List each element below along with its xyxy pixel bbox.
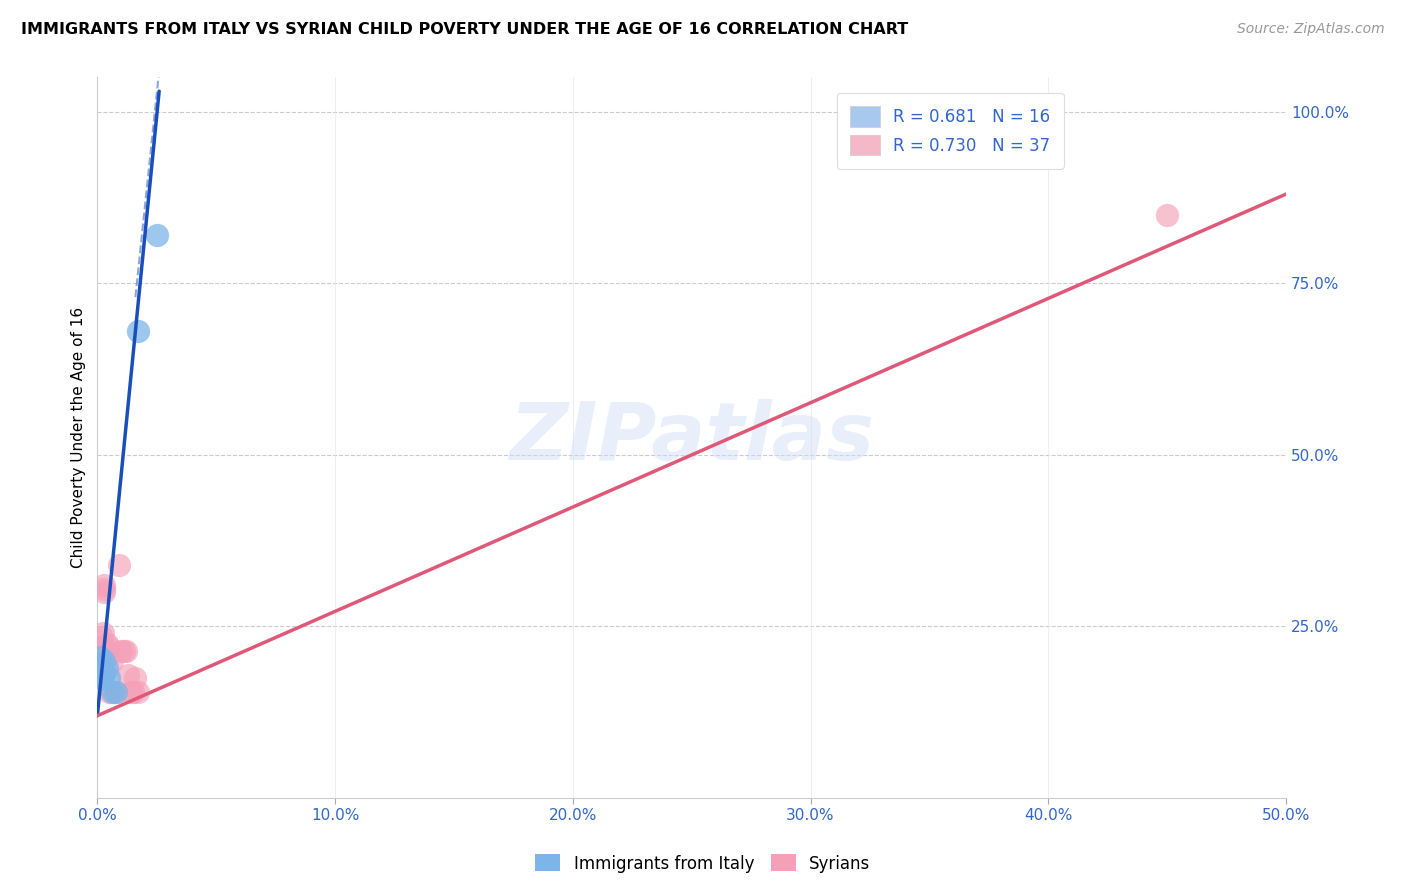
Point [1156, 208, 1178, 222]
Point [87, 654, 110, 668]
Point [89, 650, 111, 665]
Point [89, 654, 111, 668]
Point [105, 684, 128, 698]
Point [117, 667, 139, 681]
Point [100, 654, 122, 668]
Point [87, 657, 110, 672]
Point [93, 654, 115, 668]
Point [89, 667, 111, 681]
Point [90, 664, 112, 678]
Point [98, 671, 121, 685]
Point [98, 640, 121, 654]
Text: IMMIGRANTS FROM ITALY VS SYRIAN CHILD POVERTY UNDER THE AGE OF 16 CORRELATION CH: IMMIGRANTS FROM ITALY VS SYRIAN CHILD PO… [21, 22, 908, 37]
Point [91, 657, 114, 672]
Point [90, 654, 112, 668]
Point [93, 578, 115, 592]
Point [146, 228, 169, 243]
Point [89, 664, 111, 678]
Text: Source: ZipAtlas.com: Source: ZipAtlas.com [1237, 22, 1385, 37]
Point [96, 661, 118, 675]
Point [127, 324, 149, 338]
Point [103, 684, 125, 698]
Legend: Immigrants from Italy, Syrians: Immigrants from Italy, Syrians [529, 847, 877, 880]
Point [96, 637, 118, 651]
Point [93, 582, 115, 596]
Point [115, 643, 138, 657]
Point [89, 647, 111, 661]
Text: ZIPatlas: ZIPatlas [509, 399, 875, 476]
Point [98, 684, 121, 698]
Point [87, 667, 110, 681]
Point [91, 630, 114, 644]
Point [100, 684, 122, 698]
Point [96, 643, 118, 657]
Point [87, 661, 110, 675]
Point [98, 647, 121, 661]
Point [122, 684, 145, 698]
Point [91, 626, 114, 640]
Point [124, 671, 146, 685]
Point [107, 558, 129, 572]
Point [112, 643, 135, 657]
Point [91, 667, 114, 681]
Point [94, 643, 117, 657]
Point [90, 671, 112, 685]
Point [91, 643, 114, 657]
Point [105, 684, 128, 698]
Point [90, 664, 112, 678]
Point [91, 664, 114, 678]
Point [87, 657, 110, 672]
Legend: R = 0.681   N = 16, R = 0.730   N = 37: R = 0.681 N = 16, R = 0.730 N = 37 [837, 93, 1064, 169]
Point [127, 684, 149, 698]
Point [91, 671, 114, 685]
Point [110, 643, 132, 657]
Point [89, 657, 111, 672]
Point [93, 667, 115, 681]
Point [91, 640, 114, 654]
Point [120, 684, 142, 698]
Y-axis label: Child Poverty Under the Age of 16: Child Poverty Under the Age of 16 [72, 307, 86, 568]
Point [93, 585, 115, 599]
